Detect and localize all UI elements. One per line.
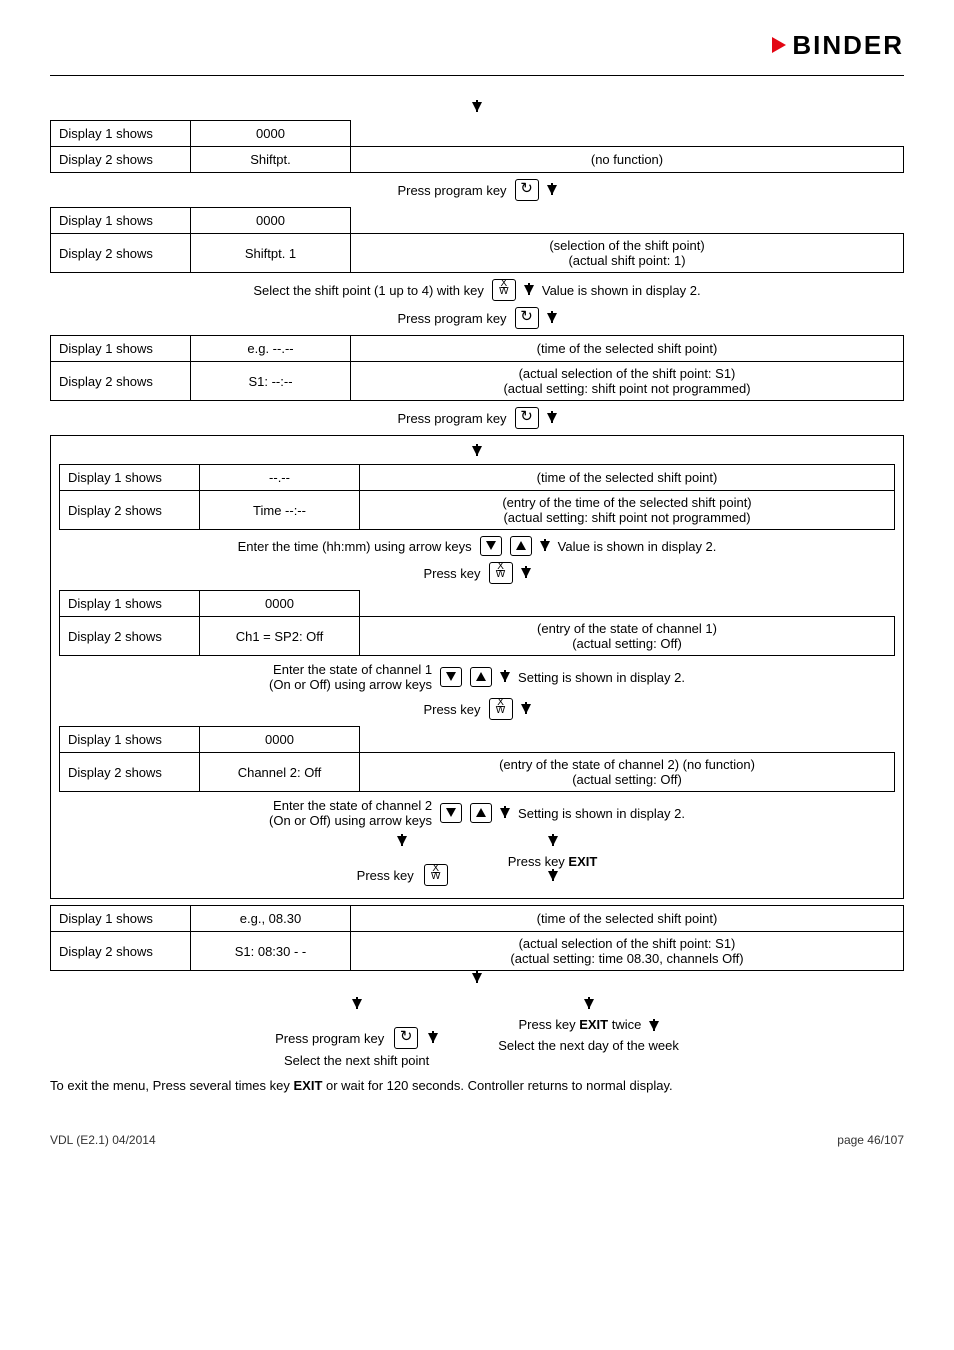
block1-r2c2: Shiftpt.: [191, 147, 351, 173]
press-key-exit-label: Press key EXIT: [508, 854, 598, 869]
select-shift-point-label: Select the shift point (1 up to 4) with …: [253, 283, 484, 298]
block2: Display 1 shows 0000 Display 2 shows Shi…: [50, 207, 904, 273]
xw-key[interactable]: XW: [492, 279, 516, 301]
block1: Display 1 shows 0000 Display 2 shows Shi…: [50, 120, 904, 173]
exit-menu-text: To exit the menu, Press several times ke…: [50, 1078, 904, 1093]
page-footer: VDL (E2.1) 04/2014 page 46/107: [50, 1133, 904, 1147]
logo: BINDER: [50, 30, 904, 61]
block6: Display 1 shows 0000 Display 2 shows Cha…: [59, 726, 895, 792]
block3: Display 1 shows e.g. --.-- (time of the …: [50, 335, 904, 401]
enter-state-ch2-label: Enter the state of channel 2 (On or Off)…: [269, 798, 432, 828]
block1-r2c3: (no function): [351, 147, 904, 173]
up-arrow-key[interactable]: [470, 803, 492, 823]
press-program-key-label: Press program key: [397, 183, 506, 198]
up-arrow-key[interactable]: [510, 536, 532, 556]
label-d2: Display 2 shows: [51, 147, 191, 173]
select-next-shift-label: Select the next shift point: [275, 1053, 438, 1068]
select-next-day-label: Select the next day of the week: [498, 1038, 679, 1053]
down-arrow-key[interactable]: [440, 667, 462, 687]
down-arrow-key[interactable]: [480, 536, 502, 556]
block4: Display 1 shows --.-- (time of the selec…: [59, 464, 895, 530]
up-arrow-key[interactable]: [470, 667, 492, 687]
xw-key[interactable]: XW: [489, 698, 513, 720]
footer-left: VDL (E2.1) 04/2014: [50, 1133, 156, 1147]
xw-key[interactable]: XW: [489, 562, 513, 584]
label-d1: Display 1 shows: [51, 121, 191, 147]
cycle-icon[interactable]: ↻: [515, 307, 539, 329]
enter-state-ch1-label: Enter the state of channel 1 (On or Off)…: [269, 662, 432, 692]
footer-right: page 46/107: [837, 1133, 904, 1147]
block7: Display 1 shows e.g., 08.30 (time of the…: [50, 905, 904, 971]
press-key-exit-twice-label: Press key EXIT twice: [498, 1017, 679, 1032]
cycle-icon[interactable]: ↻: [515, 407, 539, 429]
loop-bracket: Display 1 shows --.-- (time of the selec…: [50, 435, 904, 899]
enter-time-label: Enter the time (hh:mm) using arrow keys: [238, 539, 472, 554]
xw-key[interactable]: XW: [424, 864, 448, 886]
cycle-icon[interactable]: ↻: [394, 1027, 418, 1049]
block1-r1c2: 0000: [191, 121, 351, 147]
down-arrow-key[interactable]: [440, 803, 462, 823]
block5: Display 1 shows 0000 Display 2 shows Ch1…: [59, 590, 895, 656]
cycle-icon[interactable]: ↻: [515, 179, 539, 201]
